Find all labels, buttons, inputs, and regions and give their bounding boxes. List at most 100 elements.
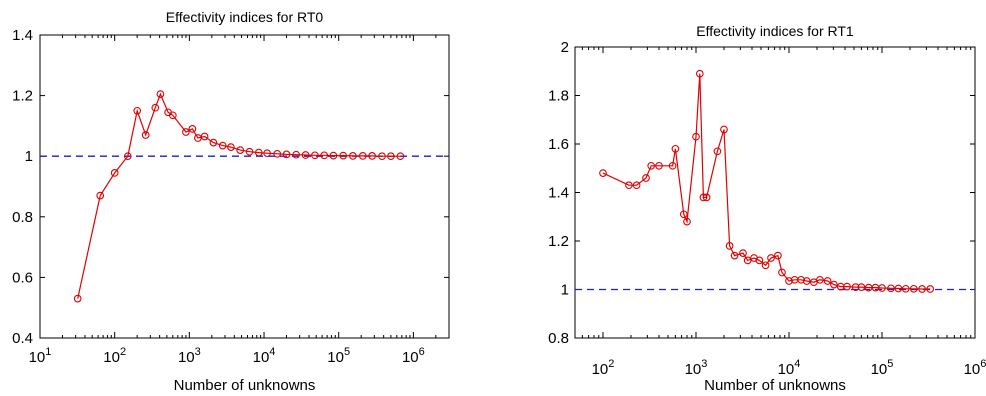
x-tick-label: 106: [402, 346, 425, 366]
x-tick-label: 105: [871, 358, 894, 378]
x-tick-exponent: 3: [195, 346, 201, 358]
data-point: [311, 151, 319, 160]
data-point: [901, 284, 910, 293]
data-point: [254, 148, 263, 157]
data-point: [200, 132, 209, 141]
data-point: [785, 277, 793, 285]
data-point: [739, 249, 747, 257]
y-tick-label: 1.4: [12, 27, 33, 44]
x-tick-base: 10: [103, 349, 120, 366]
data-point: [182, 128, 190, 136]
data-point: [263, 149, 271, 158]
x-tick-exponent: 2: [608, 358, 614, 370]
data-point: [320, 151, 329, 160]
data-point: [301, 151, 310, 159]
data-point: [909, 284, 918, 293]
data-point: [926, 285, 935, 293]
x-tick-base: 10: [327, 349, 344, 366]
data-point: [857, 283, 866, 291]
y-tick-label: 1.8: [548, 88, 569, 105]
data-point: [218, 141, 227, 150]
data-point: [282, 150, 291, 159]
data-point: [123, 152, 132, 161]
data-point: [349, 152, 357, 160]
chart-title: Effectivity indices for RT0: [166, 9, 324, 25]
data-point: [887, 284, 895, 293]
x-tick-exponent: 4: [269, 346, 275, 358]
data-point: [73, 294, 82, 303]
data-point: [339, 151, 348, 160]
data-point: [830, 280, 838, 289]
data-point: [209, 138, 218, 147]
x-tick-exponent: 6: [419, 346, 425, 358]
data-point: [245, 147, 254, 156]
x-tick-exponent: 6: [980, 358, 986, 370]
data-point: [702, 193, 711, 202]
y-tick-label: 0.8: [548, 330, 569, 347]
data-point: [720, 125, 728, 134]
data-point: [133, 106, 142, 115]
data-point: [110, 169, 119, 177]
data-point: [725, 242, 734, 250]
data-point: [695, 69, 704, 78]
x-tick-label: 104: [253, 346, 276, 366]
x-tick-label: 103: [178, 346, 201, 366]
data-point: [236, 146, 245, 154]
y-tick-label: 1.4: [548, 185, 569, 202]
x-tick-label: 104: [778, 358, 801, 378]
data-point: [918, 285, 926, 293]
data-point: [358, 152, 367, 160]
data-point: [396, 152, 405, 161]
x-tick-base: 10: [178, 349, 195, 366]
x-tick-base: 10: [592, 361, 609, 378]
data-point: [292, 150, 301, 159]
data-point: [878, 284, 886, 292]
x-tick-exponent: 5: [887, 358, 893, 370]
data-point: [647, 161, 656, 170]
y-tick-label: 1: [561, 282, 569, 299]
data-point: [851, 283, 860, 291]
y-tick-label: 0.8: [12, 209, 33, 226]
data-point: [843, 282, 851, 291]
x-tick-label: 103: [685, 358, 708, 378]
x-tick-label: 102: [103, 346, 126, 366]
data-point: [671, 144, 680, 153]
y-tick-label: 2: [561, 39, 569, 56]
data-point: [168, 111, 177, 120]
x-tick-exponent: 1: [45, 346, 51, 358]
y-tick-label: 0.6: [12, 269, 33, 286]
x-tick-base: 10: [402, 349, 419, 366]
data-point: [713, 147, 722, 156]
y-tick-label: 1.2: [548, 233, 569, 250]
data-point: [141, 131, 150, 139]
x-tick-exponent: 2: [120, 346, 126, 358]
data-point: [642, 174, 650, 182]
x-tick-base: 10: [778, 361, 795, 378]
chart-rt0: Effectivity indices for RT0 0.4 0.6 0.8 1 1.2…: [12, 9, 450, 394]
data-point: [767, 254, 775, 262]
data-point: [151, 103, 160, 112]
series-line: [602, 73, 931, 290]
data-point: [816, 275, 824, 284]
x-tick-label: 102: [592, 358, 615, 378]
series-line: [77, 92, 401, 299]
data-point: [679, 210, 688, 219]
data-point: [668, 161, 677, 170]
data-point: [774, 251, 782, 260]
data-point: [625, 181, 633, 190]
data-point: [378, 152, 386, 161]
data-point: [683, 217, 691, 226]
data-point: [761, 261, 770, 270]
chart-title: Effectivity indices for RT1: [696, 23, 854, 39]
x-tick-base: 10: [29, 349, 46, 366]
data-point: [188, 125, 197, 133]
y-tick-label: 1.6: [548, 136, 569, 153]
data-point: [802, 277, 811, 285]
x-tick-label: 106: [964, 358, 986, 378]
plot-frame: [39, 34, 450, 339]
data-point: [632, 181, 641, 190]
plot-frame: [574, 46, 976, 339]
x-axis-label: Number of unknowns: [704, 377, 846, 394]
x-tick-label: 105: [327, 346, 350, 366]
